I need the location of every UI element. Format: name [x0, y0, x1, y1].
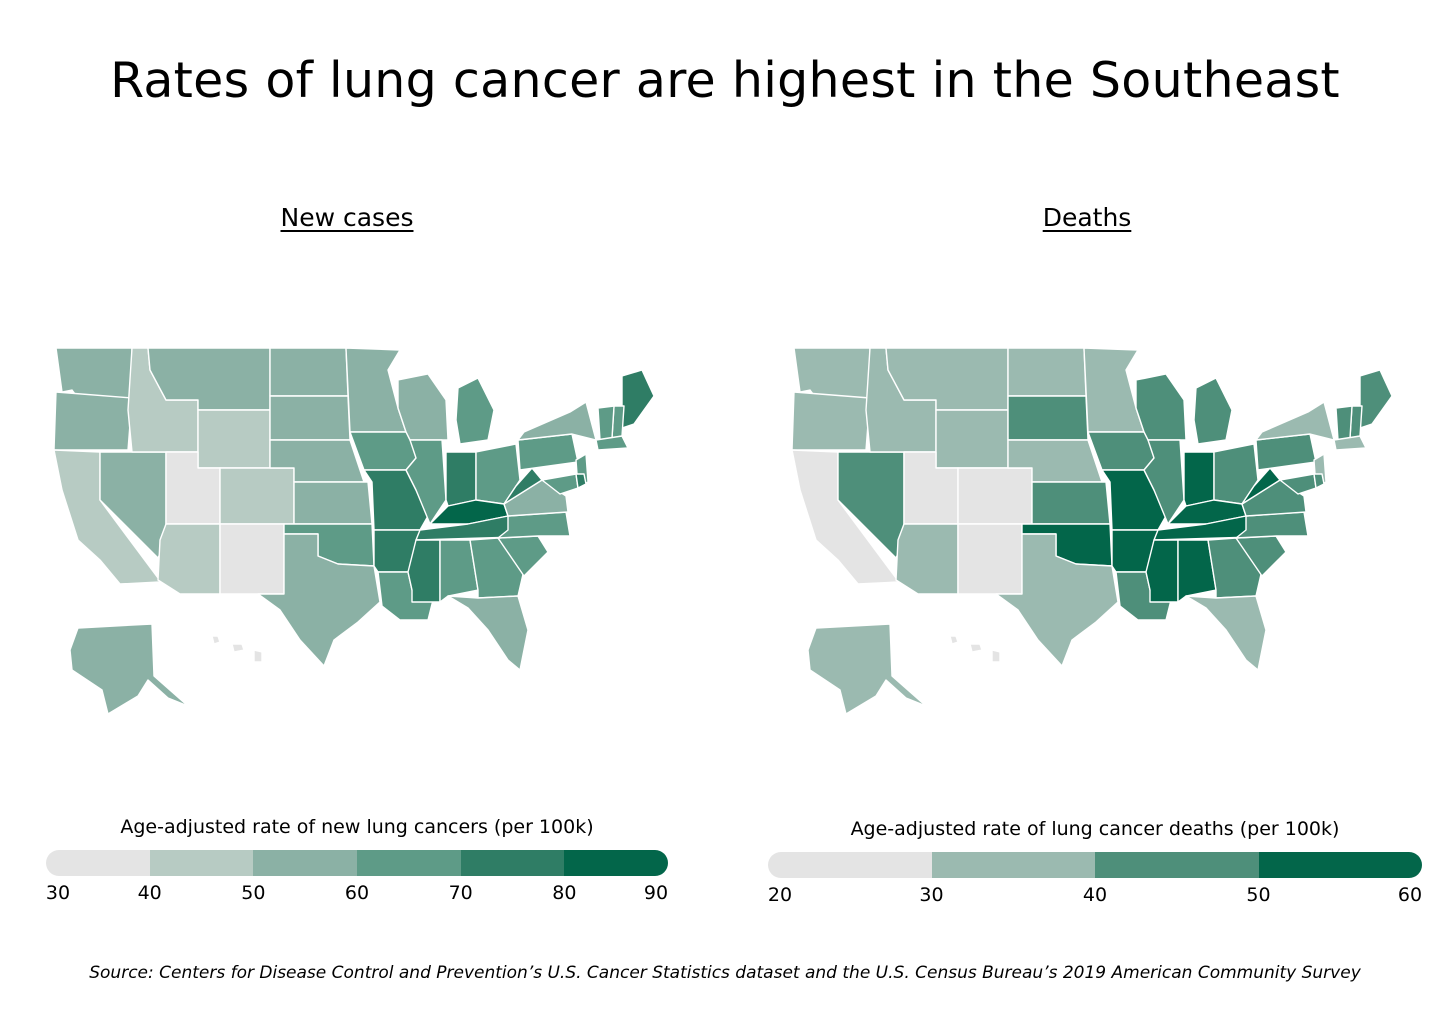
state-ia [1087, 431, 1155, 471]
legend-swatch [931, 852, 1095, 878]
state-tx [257, 533, 381, 667]
state-il [1143, 439, 1185, 525]
legend-tick-label: 30 [919, 884, 944, 906]
state-sd [1007, 395, 1089, 441]
legend-swatch [357, 850, 461, 876]
legend-swatch [46, 850, 150, 876]
state-mn [345, 347, 407, 433]
new-cases-map-title: New cases [280, 203, 414, 232]
legend-swatch [768, 852, 932, 878]
new-cases-map [53, 347, 655, 715]
state-sd [269, 395, 351, 441]
state-mn [1083, 347, 1145, 433]
state-hi [211, 635, 263, 663]
legend-swatch [149, 850, 254, 876]
new-cases-color-scale [46, 850, 668, 876]
legend-swatch [253, 850, 358, 876]
state-ak [807, 623, 927, 715]
legend-tick-label: 50 [241, 882, 266, 904]
chart-title: Rates of lung cancer are highest in the … [110, 52, 1340, 109]
state-nd [269, 347, 349, 397]
state-hi [949, 635, 1001, 663]
state-co [957, 467, 1033, 525]
state-al [439, 539, 479, 603]
legend-tick-label: 40 [137, 882, 162, 904]
state-az [895, 523, 959, 595]
state-wa [793, 347, 871, 399]
legend-swatch [1095, 852, 1259, 878]
state-or [791, 391, 871, 451]
state-in [445, 451, 477, 507]
state-ma [595, 435, 629, 451]
legend-swatch [1258, 852, 1422, 878]
legend-swatch [564, 850, 668, 876]
state-al [1177, 539, 1217, 603]
state-wa [55, 347, 133, 399]
legend-tick-label: 20 [767, 884, 793, 906]
state-az [157, 523, 221, 595]
legend-tick-label: 70 [448, 882, 473, 904]
deaths-color-scale [768, 852, 1422, 878]
state-or [53, 391, 133, 451]
state-ia [349, 431, 417, 471]
new-cases-legend-title: Age-adjusted rate of new lung cancers (p… [120, 816, 594, 838]
source-note: Source: Centers for Disease Control and … [89, 963, 1361, 983]
legend-tick-label: 40 [1082, 884, 1108, 906]
state-de [1313, 473, 1325, 489]
state-wy [197, 409, 271, 469]
legend-tick-label: 50 [1246, 884, 1271, 906]
state-wi [397, 373, 449, 441]
state-ks [1031, 481, 1111, 525]
state-fl [447, 595, 529, 671]
state-wi [1135, 373, 1187, 441]
state-co [219, 467, 295, 525]
state-mi [1193, 377, 1233, 445]
state-ak [69, 623, 189, 715]
legend-tick-label: 80 [552, 882, 577, 904]
legend-tick-label: 60 [1397, 884, 1423, 906]
state-tx [995, 533, 1119, 667]
legend-tick-label: 90 [643, 882, 669, 904]
deaths-map-title: Deaths [1042, 203, 1132, 232]
state-nd [1007, 347, 1087, 397]
legend-tick-label: 60 [344, 882, 370, 904]
deaths-map [791, 347, 1393, 715]
legend-tick-label: 30 [45, 882, 71, 904]
state-il [405, 439, 447, 525]
state-ks [293, 481, 373, 525]
state-mi [455, 377, 495, 445]
state-ny [517, 401, 597, 441]
state-wy [935, 409, 1009, 469]
state-me [621, 369, 655, 429]
state-in [1183, 451, 1215, 507]
legend-swatch [460, 850, 565, 876]
state-fl [1185, 595, 1267, 671]
state-ma [1333, 435, 1367, 451]
state-vt [597, 405, 615, 441]
state-me [1359, 369, 1393, 429]
state-nm [957, 523, 1023, 595]
deaths-legend-title: Age-adjusted rate of lung cancer deaths … [850, 818, 1340, 840]
state-nm [219, 523, 285, 595]
state-ny [1255, 401, 1335, 441]
state-de [575, 473, 587, 489]
state-vt [1335, 405, 1353, 441]
